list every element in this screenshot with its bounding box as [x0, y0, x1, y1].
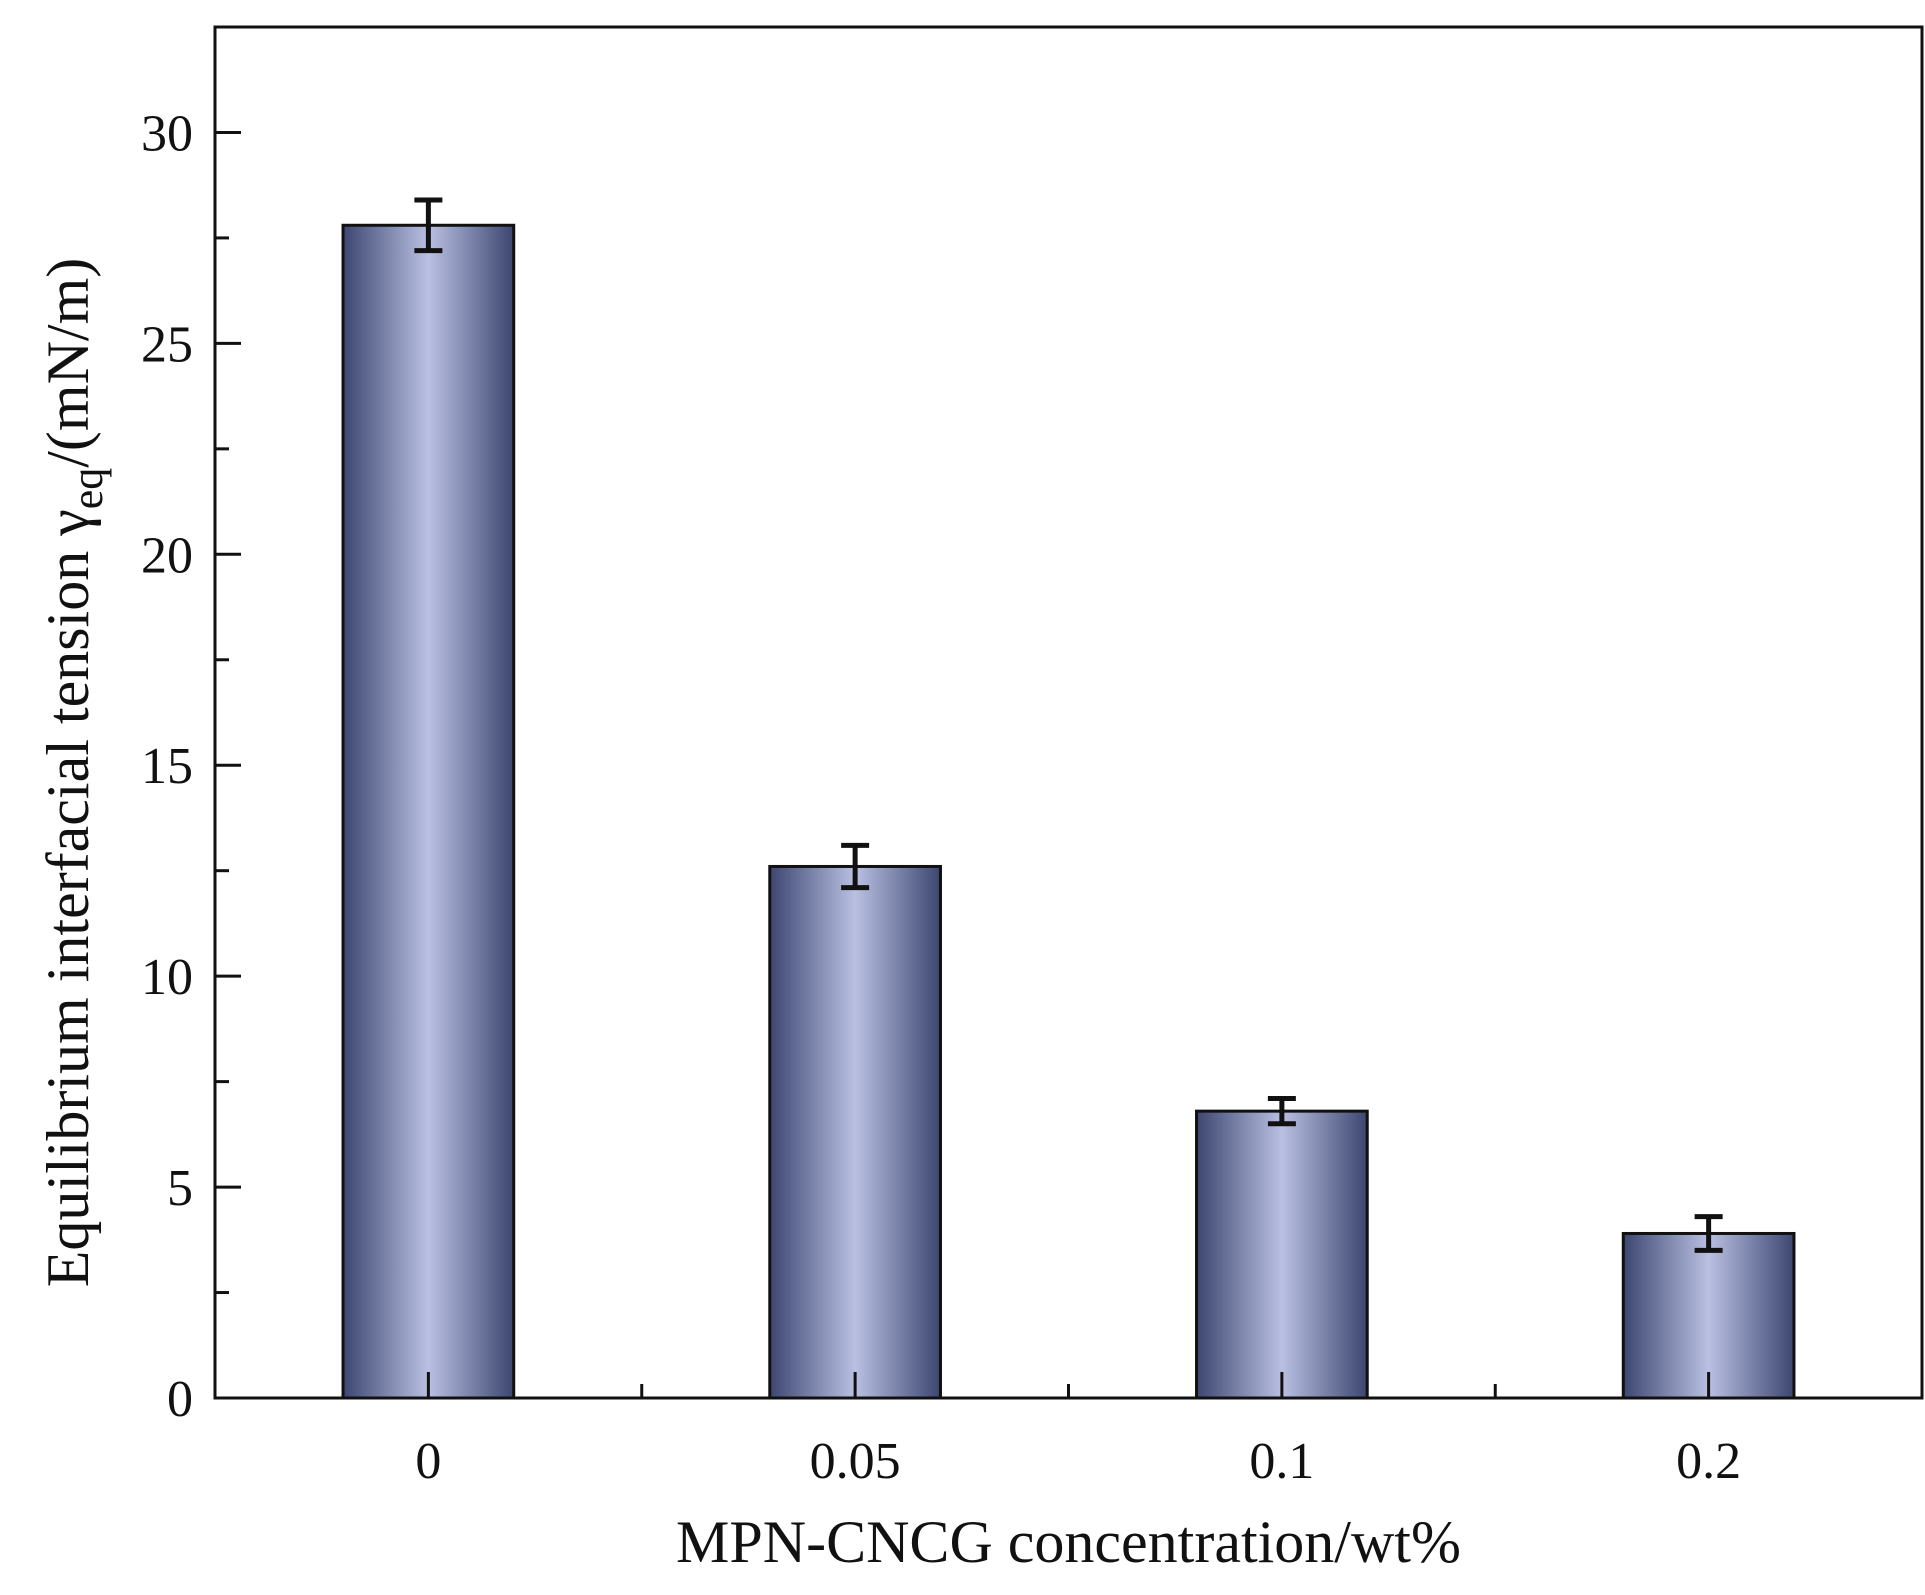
y-axis-title: Equilibrium interfacial tension γeq/(mN/…: [35, 258, 112, 1288]
y-axis-ticks: 0 5 10 15 20 25 30: [141, 105, 241, 1428]
x-axis-title: MPN-CNCG concentration/wt%: [676, 1509, 1461, 1575]
x-tick-label: 0.2: [1676, 1433, 1741, 1490]
y-tick-label: 25: [141, 316, 193, 373]
bar-0.1: [1195, 1109, 1369, 1400]
error-bars-group: [414, 197, 1723, 1253]
x-tick-label: 0.1: [1249, 1433, 1314, 1490]
x-tick-label: 0.05: [810, 1433, 901, 1490]
y-tick-label: 5: [167, 1160, 193, 1217]
error-bar-0.1: [1267, 1095, 1296, 1127]
y-tick-label: 0: [167, 1371, 193, 1428]
y-tick-label: 30: [141, 105, 193, 162]
x-tick-label: 0: [415, 1433, 441, 1490]
y-axis-title-main: Equilibrium interfacial tension γ: [35, 509, 101, 1287]
y-tick-label: 10: [141, 949, 193, 1006]
bar-0.2: [1621, 1231, 1796, 1400]
y-axis-title-suffix: /(mN/m): [35, 258, 101, 468]
x-axis-ticks: 0 0.05 0.1 0.2: [415, 1372, 1741, 1490]
y-tick-label: 20: [141, 527, 193, 584]
y-tick-label: 15: [141, 738, 193, 795]
bars-group: [341, 223, 1796, 1400]
error-bar-0: [414, 197, 443, 254]
bar-0.05: [768, 864, 942, 1400]
bar-0: [341, 223, 516, 1400]
y-axis-title-subscript: eq: [63, 468, 112, 510]
error-bar-0.2: [1694, 1214, 1723, 1253]
error-bar-0.05: [841, 842, 870, 891]
